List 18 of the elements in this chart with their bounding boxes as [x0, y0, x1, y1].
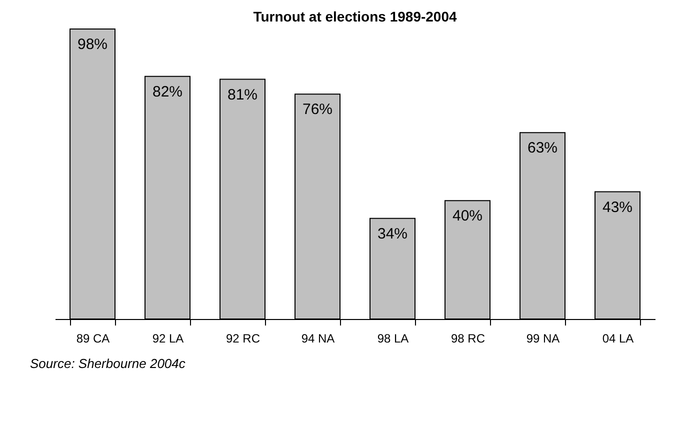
x-tick-label: 04 LA: [602, 332, 634, 346]
data-label: 76%: [302, 101, 333, 118]
x-tick-label: 89 CA: [76, 332, 110, 346]
data-label: 81%: [227, 86, 258, 104]
source-note: Source: Sherbourne 2004c: [30, 356, 186, 371]
data-label: 34%: [377, 225, 408, 242]
data-label: 40%: [452, 208, 483, 225]
x-tick-label: 98 RC: [450, 332, 486, 346]
data-label: 82%: [152, 83, 183, 100]
x-tick-label: 92 RC: [226, 332, 260, 346]
data-label: 98%: [77, 36, 108, 53]
chart-title: Turnout at elections 1989-2004: [253, 8, 458, 24]
data-label: 43%: [602, 198, 633, 216]
x-tick-label: 94 NA: [301, 332, 335, 346]
data-label: 63%: [527, 140, 558, 157]
x-tick-label: 99 NA: [526, 332, 560, 346]
x-tick-label: 92 LA: [152, 332, 184, 346]
x-tick-label: 98 LA: [377, 332, 409, 346]
